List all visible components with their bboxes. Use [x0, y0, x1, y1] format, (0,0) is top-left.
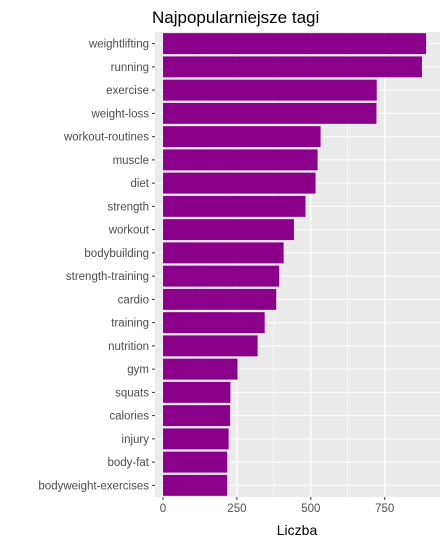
y-axis-ticks: weightlifting running exercise weight-loss w… [38, 39, 155, 492]
bar-muscle [162, 149, 318, 171]
y-tick-label-injury: injury [122, 434, 150, 446]
bar-running [162, 56, 422, 78]
bar-bodyweight-exercises [162, 474, 228, 496]
bar-gym [162, 358, 238, 380]
bar-diet [162, 172, 316, 194]
bar-strength-training [162, 265, 280, 287]
plot-panel [155, 32, 440, 497]
y-tick-label-training: training [111, 318, 149, 330]
y-tick-label-running: running [111, 62, 149, 74]
y-tick-label-cardio: cardio [118, 294, 149, 306]
bar-exercise [162, 79, 377, 101]
y-tick-label-calories: calories [109, 411, 149, 423]
y-tick-label-workout-routines: workout-routines [63, 132, 149, 144]
x-axis-ticks: 0 250 500 750 [160, 497, 394, 515]
bar-weightlifting [162, 33, 427, 55]
chart-title: Najpopularniejsze tagi [152, 8, 319, 27]
y-tick-label-squats: squats [115, 387, 149, 399]
x-tick-label-0: 0 [160, 503, 166, 515]
x-axis-label: Liczba [277, 522, 318, 538]
y-tick-label-gym: gym [127, 364, 149, 376]
y-tick-label-bodyweight-exercises: bodyweight-exercises [38, 480, 149, 492]
bar-nutrition [162, 335, 258, 357]
bar-strength [162, 195, 306, 217]
y-tick-label-strength-training: strength-training [66, 271, 149, 283]
y-tick-label-bodybuilding: bodybuilding [84, 248, 149, 260]
y-tick-label-nutrition: nutrition [108, 341, 149, 353]
y-tick-label-strength: strength [107, 201, 149, 213]
y-tick-label-weightlifting: weightlifting [88, 39, 149, 51]
bar-body-fat [162, 451, 228, 473]
y-tick-label-diet: diet [130, 178, 149, 190]
y-tick-label-muscle: muscle [113, 155, 149, 167]
bar-bodybuilding [162, 242, 284, 264]
bar-weight-loss [162, 102, 377, 124]
bar-training [162, 312, 265, 334]
y-tick-label-workout: workout [108, 225, 150, 237]
y-tick-label-body-fat: body-fat [107, 457, 149, 469]
x-tick-label-250: 250 [227, 503, 246, 515]
bar-workout-routines [162, 126, 321, 148]
bar-squats [162, 381, 231, 403]
x-tick-label-500: 500 [301, 503, 320, 515]
y-tick-label-exercise: exercise [106, 85, 149, 97]
bar-injury [162, 428, 229, 450]
bar-calories [162, 405, 231, 427]
bars [162, 33, 427, 496]
bar-cardio [162, 288, 277, 310]
bar-workout [162, 219, 294, 241]
y-tick-label-weight-loss: weight-loss [90, 108, 149, 120]
x-tick-label-750: 750 [375, 503, 394, 515]
